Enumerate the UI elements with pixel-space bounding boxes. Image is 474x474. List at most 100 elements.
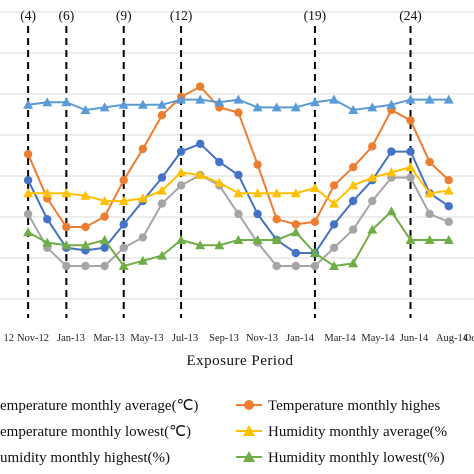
data-point [329, 94, 340, 104]
data-point [80, 190, 91, 200]
data-point [406, 116, 415, 125]
data-point [290, 102, 301, 112]
data-point [214, 177, 225, 187]
data-point [61, 97, 72, 107]
data-point [405, 162, 416, 172]
data-point [62, 222, 71, 232]
data-point [176, 181, 186, 190]
data-point [233, 235, 244, 244]
data-point [119, 220, 128, 229]
data-point [444, 202, 453, 211]
data-point [425, 157, 434, 167]
data-point [387, 147, 396, 156]
x-tick-label: May-13 [130, 333, 163, 344]
period-marker-label: (9) [116, 8, 132, 23]
data-point [61, 188, 72, 198]
x-tick-label: Jul-13 [172, 333, 198, 344]
data-point [195, 94, 206, 104]
data-point [118, 261, 129, 270]
x-tick-label: Mar-14 [324, 333, 356, 344]
x-tick-label: Nov-13 [246, 333, 278, 344]
legend-label: emperature monthly average(℃) [0, 398, 198, 414]
x-tick-label: 12 [4, 333, 15, 344]
data-point [196, 139, 205, 148]
data-point [23, 227, 34, 237]
data-point [329, 198, 340, 208]
x-tick-label: May-14 [361, 333, 395, 344]
legend-swatch-marker [244, 400, 254, 410]
data-point [329, 220, 339, 229]
series-3 [23, 162, 454, 208]
legend-item: emperature monthly average(℃) [0, 398, 198, 414]
data-point [119, 243, 128, 252]
data-point [99, 196, 110, 205]
data-point [99, 102, 110, 112]
data-point [195, 170, 206, 179]
data-point [81, 222, 90, 232]
data-point [81, 261, 90, 271]
data-point [157, 199, 167, 208]
data-point [290, 227, 301, 237]
data-point [138, 233, 148, 242]
data-point [62, 261, 71, 271]
data-point [271, 235, 282, 244]
data-point [23, 209, 33, 219]
period-marker-label: (4) [20, 8, 36, 23]
data-point [233, 94, 244, 104]
data-point [444, 176, 453, 185]
data-point [291, 248, 300, 258]
legend-item: emperature monthly lowest(℃) [0, 424, 191, 440]
data-point [310, 261, 320, 271]
data-point [329, 181, 339, 190]
data-point [406, 173, 415, 182]
data-point [215, 157, 224, 167]
data-point [23, 99, 34, 109]
x-tick-label: Jan-13 [57, 333, 85, 344]
data-point [157, 111, 167, 120]
data-point [214, 97, 225, 107]
data-point [443, 185, 454, 195]
data-point [252, 188, 263, 198]
data-point [271, 188, 282, 198]
data-point [425, 209, 434, 219]
data-point [43, 215, 52, 224]
data-point [290, 188, 301, 198]
legend-swatch-marker [243, 451, 255, 462]
data-point [61, 240, 72, 250]
data-point [137, 255, 148, 265]
data-point [443, 235, 454, 244]
data-point [367, 224, 378, 234]
legend-label: umidity monthly highest(%) [0, 450, 170, 466]
x-tick-label: Mar-13 [93, 333, 124, 344]
data-point [23, 176, 33, 185]
data-point [348, 105, 359, 114]
data-point [367, 102, 378, 112]
data-point [424, 94, 435, 104]
legend-item: Humidity monthly average(% [236, 424, 447, 440]
period-marker-label: (19) [304, 8, 327, 23]
data-point [138, 144, 148, 154]
legend-item: Temperature monthly highes [236, 398, 440, 414]
data-point [309, 183, 320, 192]
data-point [233, 188, 244, 198]
data-point [272, 215, 281, 224]
x-tick-label: Jun-14 [400, 333, 429, 344]
data-point [176, 235, 187, 244]
data-point [42, 188, 53, 198]
data-point [196, 82, 205, 91]
data-point [42, 237, 53, 247]
data-point [348, 225, 358, 234]
legend-label: Humidity monthly lowest(%) [268, 450, 445, 466]
data-point [156, 250, 167, 260]
x-tick-label: Oc [464, 333, 474, 344]
series-line [27, 85, 450, 228]
data-point [100, 212, 109, 221]
legend-label: emperature monthly lowest(℃) [0, 424, 191, 440]
legend: emperature monthly average(℃) Temperature… [0, 398, 447, 466]
period-marker-label: (12) [170, 8, 193, 23]
data-point [329, 243, 339, 252]
data-point [137, 99, 148, 109]
data-point [80, 105, 91, 114]
data-point [386, 167, 397, 177]
